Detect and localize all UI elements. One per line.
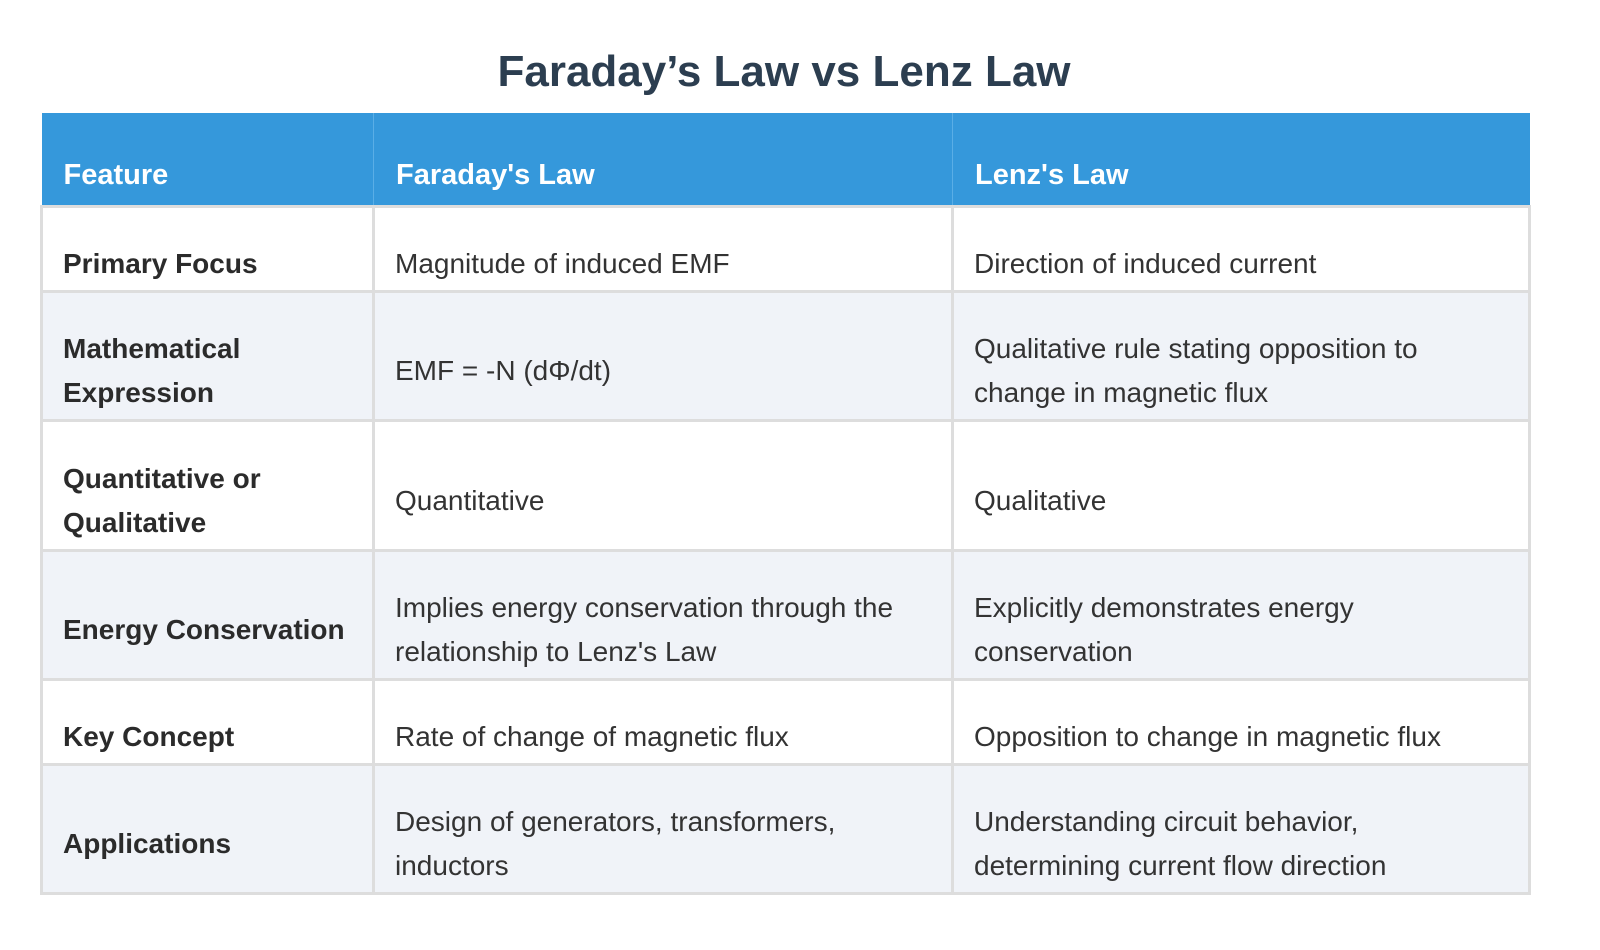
lenz-cell: Opposition to change in magnetic flux <box>951 678 1531 766</box>
header-lenz: Lenz's Law <box>952 113 1530 207</box>
table-row: Quantitative or Qualitative Quantitative… <box>40 419 1531 552</box>
faraday-cell: Design of generators, transformers, indu… <box>372 763 954 895</box>
lenz-cell: Direction of induced current <box>951 205 1531 293</box>
faraday-cell: Implies energy conservation through the … <box>372 549 954 681</box>
page-title: Faraday’s Law vs Lenz Law <box>497 47 1071 96</box>
faraday-cell: Magnitude of induced EMF <box>372 205 954 293</box>
table-row: Applications Design of generators, trans… <box>40 763 1531 895</box>
feature-cell: Applications <box>40 763 375 895</box>
lenz-cell: Explicitly demonstrates energy conservat… <box>951 549 1531 681</box>
lenz-cell: Qualitative rule stating opposition to c… <box>951 290 1531 422</box>
faraday-cell: Quantitative <box>372 419 954 552</box>
table-row: Key Concept Rate of change of magnetic f… <box>40 678 1531 766</box>
comparison-table: Feature Faraday's Law Lenz's Law Primary… <box>40 113 1531 895</box>
table-row: Energy Conservation Implies energy conse… <box>40 549 1531 681</box>
lenz-cell: Understanding circuit behavior, determin… <box>951 763 1531 895</box>
feature-cell: Primary Focus <box>40 205 375 293</box>
table-row: Mathematical Expression EMF = -N (dΦ/dt)… <box>40 290 1531 422</box>
feature-cell: Key Concept <box>40 678 375 766</box>
faraday-cell: EMF = -N (dΦ/dt) <box>372 290 954 422</box>
feature-cell: Quantitative or Qualitative <box>40 419 375 552</box>
header-row: Feature Faraday's Law Lenz's Law <box>41 113 1530 207</box>
faraday-cell: Rate of change of magnetic flux <box>372 678 954 766</box>
lenz-cell: Qualitative <box>951 419 1531 552</box>
header-faraday: Faraday's Law <box>373 113 953 207</box>
feature-cell: Energy Conservation <box>40 549 375 681</box>
table-row: Primary Focus Magnitude of induced EMF D… <box>40 205 1531 293</box>
header-feature: Feature <box>41 113 374 207</box>
feature-cell: Mathematical Expression <box>40 290 375 422</box>
